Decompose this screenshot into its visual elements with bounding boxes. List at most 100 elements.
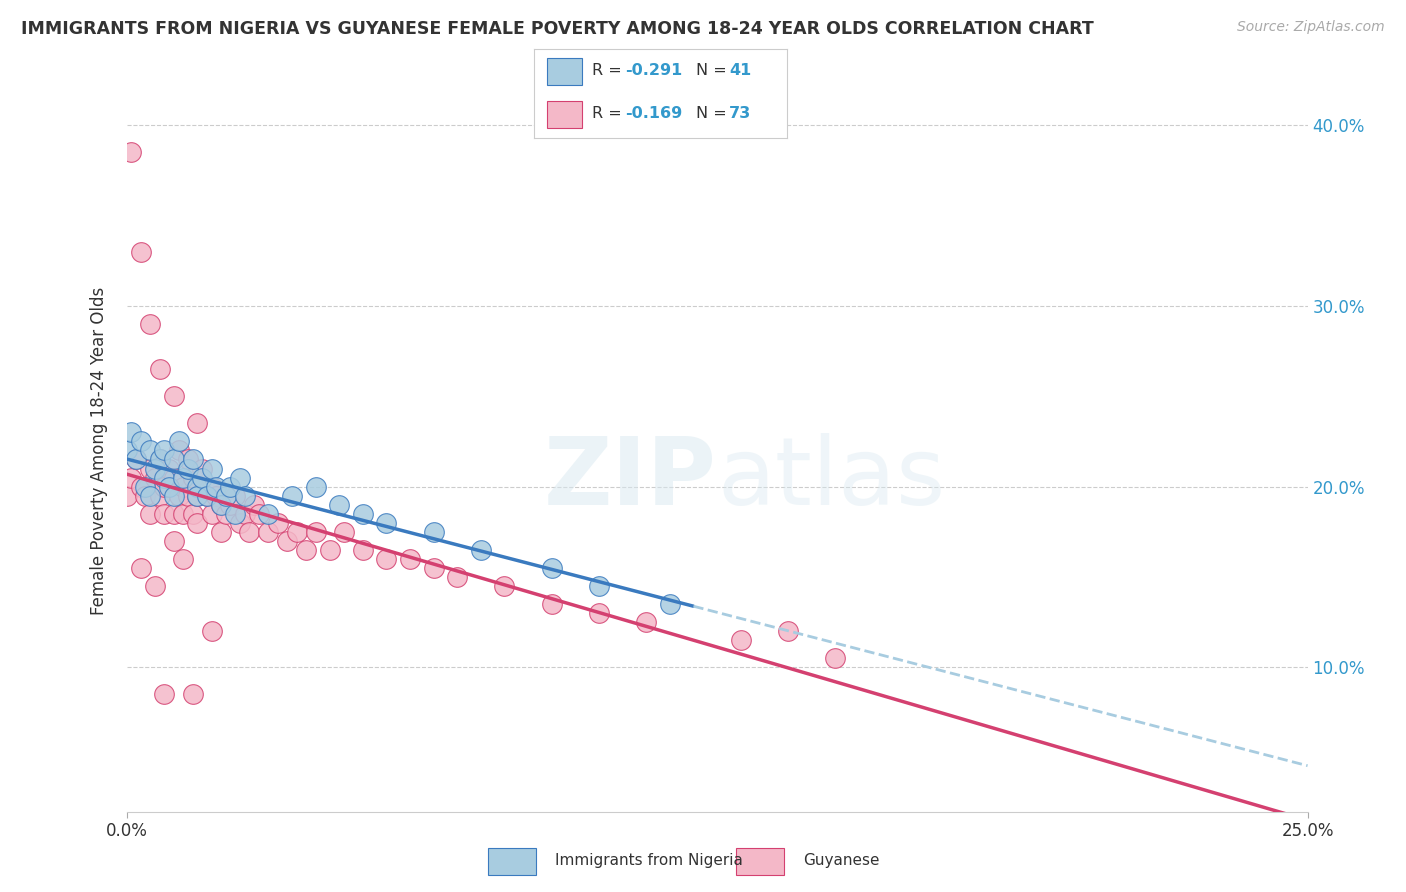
Point: [328, 498, 350, 512]
Point: [540, 597, 562, 611]
Point: [333, 524, 356, 539]
Bar: [737, 848, 785, 875]
Text: ZIP: ZIP: [544, 434, 717, 525]
Text: Guyanese: Guyanese: [803, 853, 880, 868]
Point: [153, 470, 176, 484]
Point: [139, 489, 162, 503]
Point: [257, 507, 280, 521]
Point: [215, 489, 238, 503]
Point: [153, 480, 176, 494]
Point: [157, 461, 180, 475]
Point: [276, 533, 298, 548]
Point: [267, 516, 290, 530]
Point: [588, 606, 610, 620]
Point: [304, 524, 326, 539]
Point: [163, 470, 186, 484]
Point: [181, 452, 204, 467]
Point: [115, 489, 138, 503]
Point: [129, 480, 152, 494]
Point: [224, 507, 246, 521]
Text: 41: 41: [730, 63, 751, 78]
Text: atlas: atlas: [717, 434, 945, 525]
Point: [153, 507, 176, 521]
Point: [153, 443, 176, 458]
Point: [143, 470, 166, 484]
Bar: [488, 848, 536, 875]
Point: [375, 516, 398, 530]
Point: [233, 507, 256, 521]
Bar: [547, 58, 582, 85]
Point: [205, 489, 228, 503]
Point: [233, 489, 256, 503]
Point: [229, 470, 252, 484]
Point: [730, 633, 752, 648]
Point: [163, 533, 186, 548]
Point: [209, 524, 232, 539]
Point: [163, 452, 186, 467]
Point: [540, 561, 562, 575]
Point: [318, 542, 340, 557]
Point: [167, 434, 190, 449]
Point: [181, 687, 204, 701]
Point: [163, 507, 186, 521]
Point: [120, 470, 142, 484]
Point: [776, 624, 799, 639]
Point: [191, 470, 214, 484]
Point: [186, 480, 208, 494]
Point: [470, 542, 492, 557]
Point: [352, 542, 374, 557]
Point: [186, 489, 208, 503]
Point: [588, 579, 610, 593]
Point: [134, 489, 156, 503]
Point: [149, 452, 172, 467]
Point: [304, 480, 326, 494]
Text: R =: R =: [592, 63, 627, 78]
Text: Source: ZipAtlas.com: Source: ZipAtlas.com: [1237, 20, 1385, 34]
Text: -0.169: -0.169: [626, 106, 683, 121]
Point: [149, 489, 172, 503]
Point: [172, 480, 194, 494]
Point: [115, 443, 138, 458]
Point: [422, 524, 444, 539]
Point: [824, 651, 846, 665]
Point: [181, 470, 204, 484]
Point: [295, 542, 318, 557]
Point: [153, 687, 176, 701]
Point: [177, 489, 200, 503]
Point: [129, 434, 152, 449]
Point: [446, 570, 468, 584]
Point: [120, 145, 142, 160]
Point: [209, 498, 232, 512]
Point: [215, 507, 238, 521]
Point: [352, 507, 374, 521]
Point: [172, 470, 194, 484]
Point: [149, 362, 172, 376]
Point: [186, 489, 208, 503]
Point: [139, 461, 162, 475]
Point: [139, 507, 162, 521]
Point: [219, 498, 242, 512]
Point: [281, 489, 304, 503]
Point: [163, 489, 186, 503]
Point: [177, 452, 200, 467]
Text: Immigrants from Nigeria: Immigrants from Nigeria: [555, 853, 742, 868]
Point: [167, 489, 190, 503]
Point: [163, 389, 186, 403]
Point: [125, 452, 148, 467]
Point: [143, 579, 166, 593]
Point: [494, 579, 516, 593]
Point: [636, 615, 658, 629]
Point: [129, 561, 152, 575]
Point: [257, 524, 280, 539]
Point: [200, 507, 222, 521]
Point: [172, 551, 194, 566]
Point: [200, 461, 222, 475]
Text: IMMIGRANTS FROM NIGERIA VS GUYANESE FEMALE POVERTY AMONG 18-24 YEAR OLDS CORRELA: IMMIGRANTS FROM NIGERIA VS GUYANESE FEMA…: [21, 20, 1094, 37]
Point: [422, 561, 444, 575]
Point: [658, 597, 681, 611]
Point: [186, 417, 208, 431]
Point: [195, 489, 218, 503]
Text: -0.291: -0.291: [626, 63, 683, 78]
Point: [134, 480, 156, 494]
Point: [238, 524, 260, 539]
